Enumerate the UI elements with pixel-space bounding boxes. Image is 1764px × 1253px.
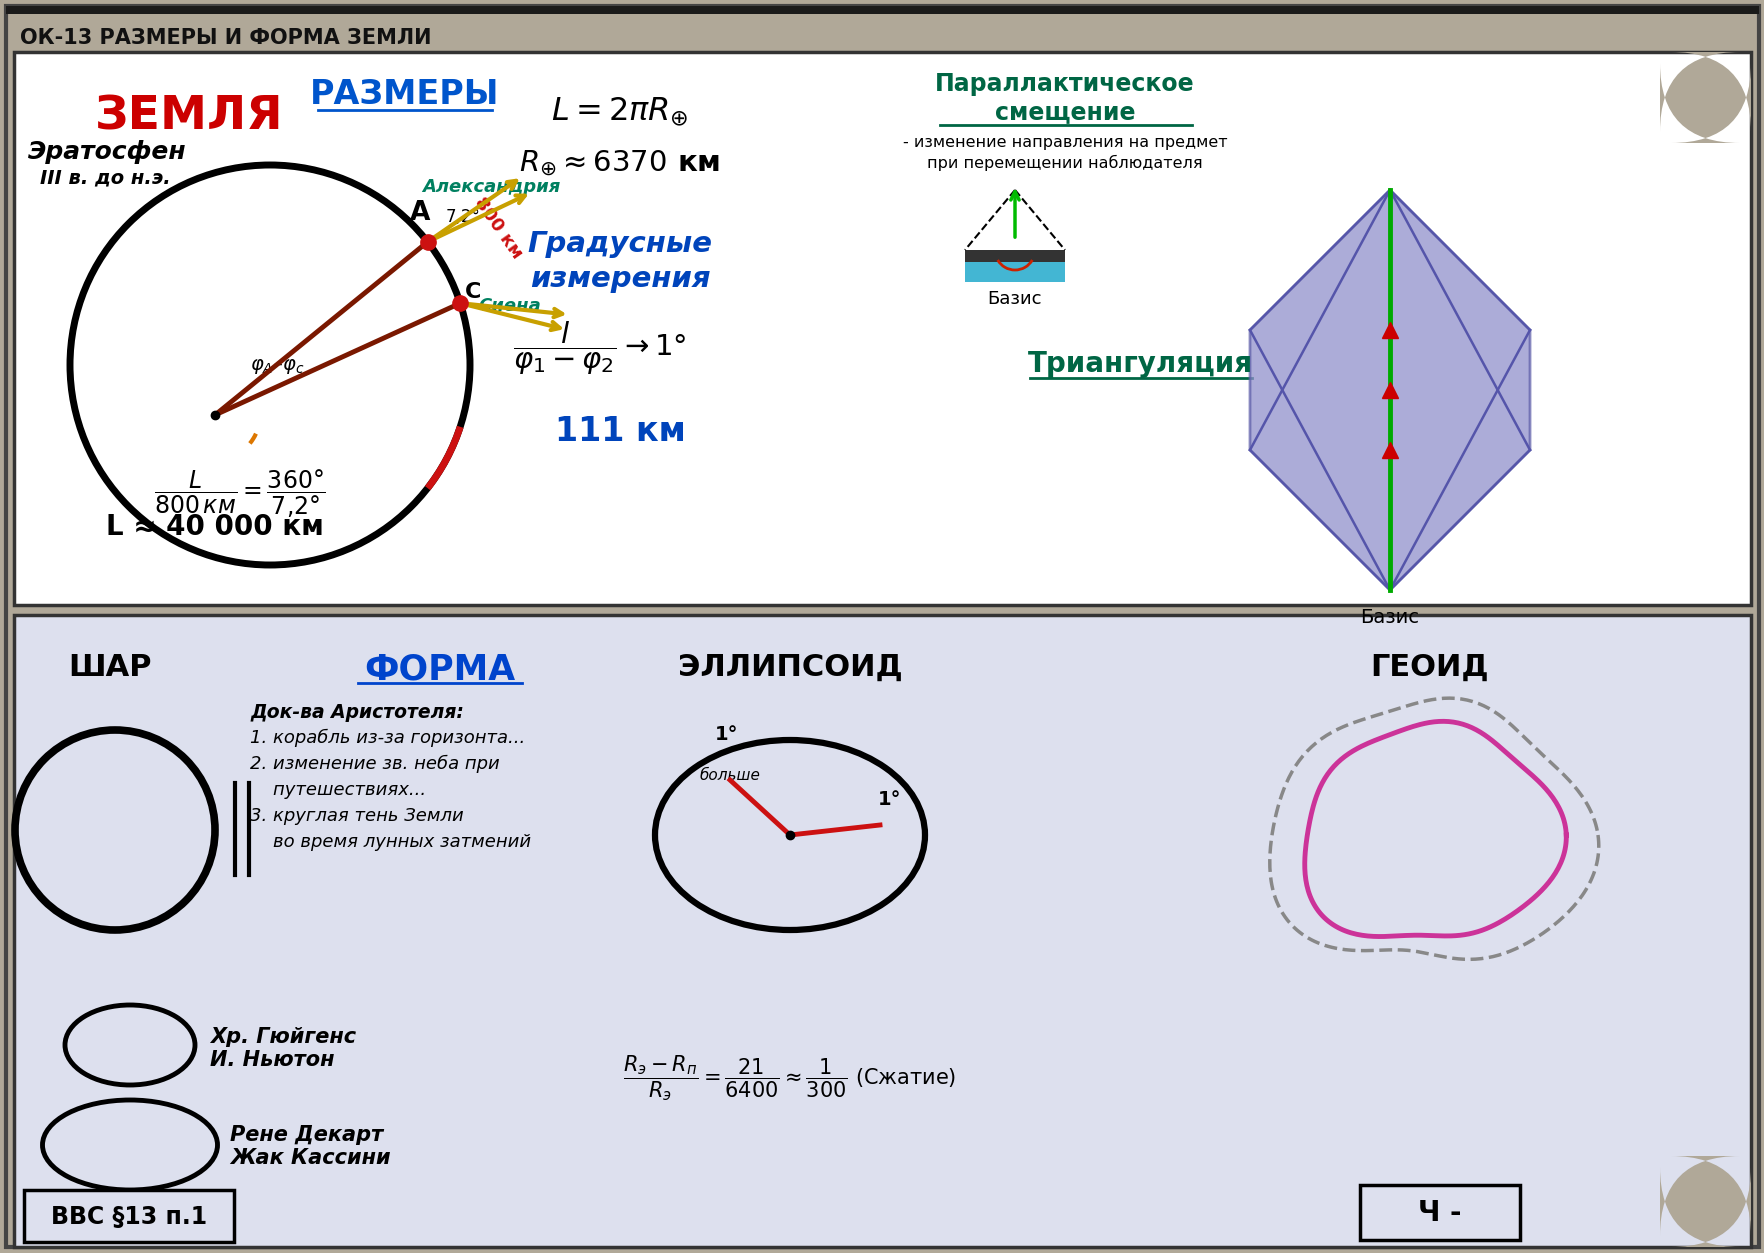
Text: ЗЕМЛЯ: ЗЕМЛЯ bbox=[95, 95, 284, 140]
Text: Ч -: Ч - bbox=[1418, 1199, 1461, 1227]
Text: измерения: измерения bbox=[529, 264, 709, 293]
Ellipse shape bbox=[65, 1005, 194, 1085]
Text: 3. круглая тень Земли: 3. круглая тень Земли bbox=[250, 807, 464, 824]
Text: Эратосфен: Эратосфен bbox=[28, 140, 187, 164]
Text: 1. корабль из-за горизонта...: 1. корабль из-за горизонта... bbox=[250, 729, 526, 747]
Text: Рене Декарт
Жак Кассини: Рене Декарт Жак Кассини bbox=[229, 1125, 390, 1168]
Text: ГЕОИД: ГЕОИД bbox=[1371, 653, 1489, 682]
Text: Градусные: Градусные bbox=[527, 231, 713, 258]
Text: Параллактическое: Параллактическое bbox=[935, 71, 1194, 96]
Text: ЭЛЛИПСОИД: ЭЛЛИПСОИД bbox=[677, 653, 901, 682]
Text: Базис: Базис bbox=[1360, 608, 1418, 626]
Text: ШАР: ШАР bbox=[69, 653, 152, 682]
Bar bbox=[5, 6, 1759, 14]
Text: L ≈ 40 000 км: L ≈ 40 000 км bbox=[106, 512, 325, 541]
FancyBboxPatch shape bbox=[1660, 1157, 1750, 1247]
Bar bbox=[14, 53, 1750, 605]
Text: Хр. Гюйгенс
И. Ньютон: Хр. Гюйгенс И. Ньютон bbox=[210, 1027, 356, 1070]
Text: во время лунных затмений: во время лунных затмений bbox=[250, 833, 531, 851]
Ellipse shape bbox=[654, 741, 924, 930]
Bar bbox=[965, 251, 1064, 262]
Text: 1°: 1° bbox=[877, 789, 901, 809]
Text: смещение: смещение bbox=[995, 100, 1134, 124]
Text: $\dfrac{R_э-R_п}{R_э} = \dfrac{21}{6400} \approx \dfrac{1}{300}$ (Сжатие): $\dfrac{R_э-R_п}{R_э} = \dfrac{21}{6400}… bbox=[623, 1053, 956, 1103]
Text: $\dfrac{l}{\varphi_1-\varphi_2}\rightarrow 1°$: $\dfrac{l}{\varphi_1-\varphi_2}\rightarr… bbox=[513, 320, 686, 377]
Text: Базис: Базис bbox=[988, 289, 1043, 308]
Text: при перемещении наблюдателя: при перемещении наблюдателя bbox=[926, 155, 1201, 172]
Text: 7,2°: 7,2° bbox=[445, 208, 480, 226]
Ellipse shape bbox=[42, 1100, 217, 1190]
Text: $R_{\oplus}\approx 6370$ км: $R_{\oplus}\approx 6370$ км bbox=[519, 148, 720, 178]
Text: $\dfrac{L}{800\,км} = \dfrac{360°}{7{,}2°}$: $\dfrac{L}{800\,км} = \dfrac{360°}{7{,}2… bbox=[153, 469, 326, 520]
Text: ОК-13 РАЗМЕРЫ И ФОРМА ЗЕМЛИ: ОК-13 РАЗМЕРЫ И ФОРМА ЗЕМЛИ bbox=[19, 28, 430, 48]
Text: ВВС §13 п.1: ВВС §13 п.1 bbox=[51, 1205, 206, 1229]
Polygon shape bbox=[1249, 190, 1529, 590]
Text: путешествиях...: путешествиях... bbox=[250, 781, 425, 799]
FancyBboxPatch shape bbox=[1660, 53, 1750, 143]
Text: 2. изменение зв. неба при: 2. изменение зв. неба при bbox=[250, 756, 499, 773]
Bar bbox=[1360, 1185, 1519, 1240]
Text: ФОРМА: ФОРМА bbox=[363, 653, 515, 687]
Text: Александрия: Александрия bbox=[422, 178, 561, 195]
Text: РАЗМЕРЫ: РАЗМЕРЫ bbox=[310, 78, 499, 112]
Text: C: C bbox=[466, 282, 482, 302]
Text: больше: больше bbox=[700, 768, 760, 783]
Text: Сиена: Сиена bbox=[478, 297, 540, 316]
Bar bbox=[25, 1190, 235, 1242]
Bar bbox=[14, 615, 1750, 1247]
Circle shape bbox=[71, 165, 469, 565]
Text: 800 км: 800 км bbox=[471, 193, 526, 262]
Text: 1°: 1° bbox=[714, 725, 737, 744]
Text: $L=2\pi R_{\oplus}$: $L=2\pi R_{\oplus}$ bbox=[550, 95, 688, 128]
Text: Док-ва Аристотеля:: Док-ва Аристотеля: bbox=[250, 703, 464, 722]
Text: III в. до н.э.: III в. до н.э. bbox=[41, 168, 171, 187]
Text: Триангуляция: Триангуляция bbox=[1027, 350, 1252, 378]
Bar bbox=[965, 261, 1064, 282]
Text: 111 км: 111 км bbox=[554, 415, 684, 449]
Text: $\varphi_A$–$\varphi_c$: $\varphi_A$–$\varphi_c$ bbox=[250, 357, 305, 376]
Text: - изменение направления на предмет: - изменение направления на предмет bbox=[901, 135, 1226, 150]
Text: A: A bbox=[409, 200, 430, 226]
Circle shape bbox=[14, 730, 215, 930]
